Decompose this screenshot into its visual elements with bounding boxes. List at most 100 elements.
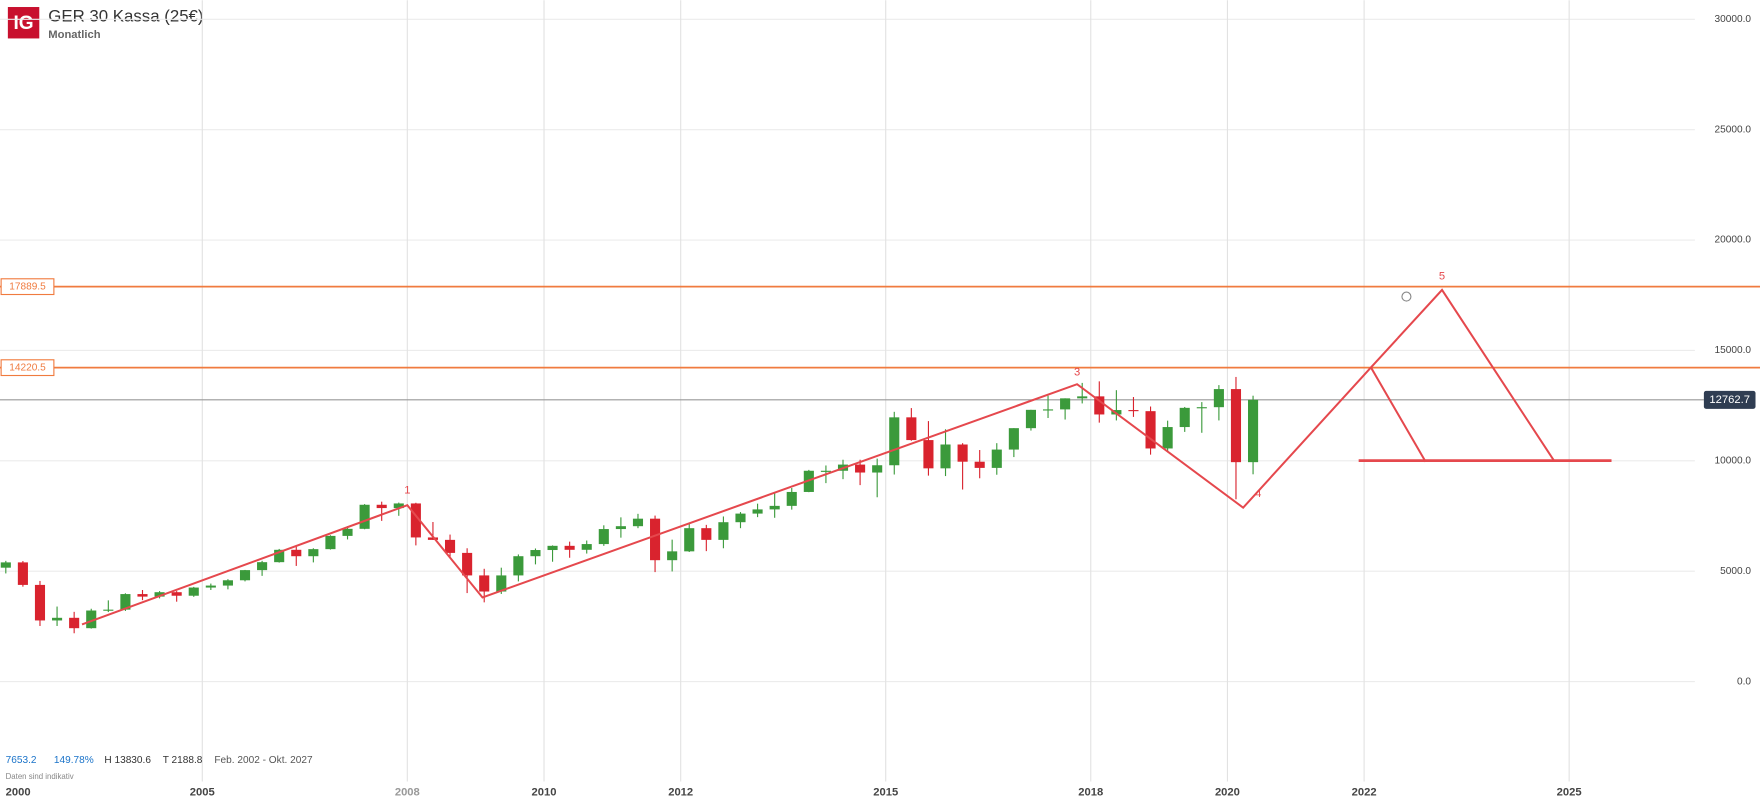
candle-body [718, 522, 729, 540]
x-tick-label: 2005 [190, 787, 215, 799]
candle-body [820, 470, 831, 472]
candle-body [359, 504, 370, 529]
y-tick-label: 15000.0 [1715, 345, 1752, 356]
info-stat: 7653.2 [6, 755, 37, 766]
chart-title: GER 30 Kassa (25€) [48, 7, 203, 26]
note: Daten sind indikativ [6, 772, 74, 781]
candle-body [786, 491, 797, 506]
candle-body [1094, 396, 1105, 415]
candle-body [1248, 399, 1259, 463]
candle-body [239, 570, 251, 581]
level-label-box [0, 278, 55, 296]
last-price-badge [1703, 390, 1756, 409]
info-stat: Feb. 2002 - Okt. 2027 [214, 755, 313, 766]
x-start-label: 2000 [6, 787, 31, 799]
candle-body [855, 464, 866, 473]
candle-body [940, 444, 951, 469]
candle-body [427, 537, 439, 540]
candle-body [188, 587, 199, 596]
candle-body [752, 509, 763, 514]
y-tick-label: 5000.0 [1720, 566, 1751, 577]
candle-body [530, 550, 541, 557]
candle-body [889, 417, 900, 466]
candle-body [1128, 410, 1139, 412]
candle-body [547, 545, 558, 551]
candle-body [957, 444, 968, 462]
y-tick-label: 10000.0 [1715, 456, 1752, 467]
candle-body [342, 528, 353, 536]
candle-body [1025, 409, 1036, 429]
x-tick-label: 2015 [873, 787, 898, 799]
x-tick-label: 2020 [1215, 787, 1240, 799]
x-tick-label: 2010 [532, 787, 557, 799]
wave-label: 1 [404, 485, 410, 497]
candle-body [496, 575, 507, 592]
candle-body [291, 549, 302, 557]
wave-label: 5 [1439, 270, 1445, 282]
candle-body [52, 617, 63, 621]
candle-body [1213, 389, 1224, 408]
candle-body [137, 594, 148, 597]
y-tick-label: 20000.0 [1715, 235, 1752, 246]
candle-body [222, 580, 233, 586]
logo-text: IG [14, 13, 34, 34]
candle-body [1042, 409, 1054, 411]
candle-body [393, 503, 404, 509]
info-stat: H 13830.6 [104, 755, 151, 766]
candle-body [684, 528, 695, 552]
chart-subtitle: Monatlich [48, 29, 100, 41]
candle-body [17, 562, 28, 585]
candle-body [872, 465, 883, 473]
candle-body [615, 526, 626, 530]
wave-label: 4 [1255, 488, 1261, 500]
candle-body [1196, 407, 1207, 409]
x-tick-label: 2008 [395, 787, 420, 799]
logo [7, 7, 40, 39]
x-tick-label: 2012 [668, 787, 693, 799]
candle-body [581, 544, 592, 550]
last-price-label: 12762.7 [1709, 394, 1750, 406]
y-tick-label: 25000.0 [1715, 124, 1752, 135]
candle-body [1060, 398, 1071, 410]
candle-body [1077, 396, 1088, 399]
candle-body [991, 449, 1002, 468]
candle-body [120, 594, 131, 610]
x-tick-label: 2022 [1352, 787, 1377, 799]
candle-body [598, 529, 609, 545]
candle-body [410, 503, 421, 538]
candle-body [325, 535, 336, 550]
candle-body [632, 518, 644, 527]
candle-body [650, 518, 661, 561]
candle-body [154, 592, 165, 597]
candle-body [923, 440, 934, 469]
marker-icon [1401, 291, 1412, 302]
x-tick-label: 2025 [1557, 787, 1582, 799]
candle-body [69, 617, 80, 629]
candle-body [513, 556, 524, 576]
candle-body [1179, 407, 1190, 428]
candle-body [308, 549, 319, 557]
candle-body [974, 461, 985, 468]
candle-body [1230, 389, 1242, 463]
candle-body [376, 504, 387, 509]
wave-label: 3 [1074, 366, 1080, 378]
candle-body [1145, 411, 1156, 449]
level-label-box [0, 359, 55, 377]
candle-body [0, 562, 11, 568]
candle-body [479, 575, 490, 592]
info-stat: 149.78% [54, 755, 94, 766]
y-tick-label: 30000.0 [1715, 14, 1752, 25]
candle-body [667, 551, 678, 561]
candle-body [274, 549, 285, 563]
candle-body [103, 609, 114, 611]
y-tick-label: 0.0 [1737, 676, 1751, 687]
candle-body [257, 562, 268, 571]
level-label: 17889.5 [9, 281, 46, 292]
candle-body [906, 417, 917, 441]
level-label: 14220.5 [9, 362, 46, 373]
x-tick-label: 2018 [1078, 787, 1103, 799]
info-stat: T 2188.8 [163, 755, 203, 766]
candle-body [171, 592, 182, 596]
